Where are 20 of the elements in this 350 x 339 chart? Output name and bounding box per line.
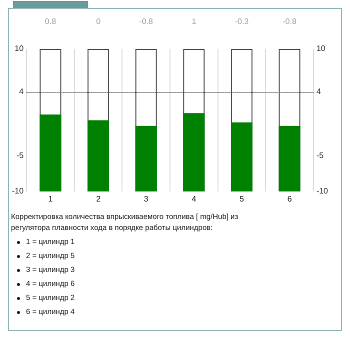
x-tick-label: 1 [48, 194, 54, 204]
y-tick-label: 4 [19, 86, 24, 96]
x-tick-label: 4 [192, 194, 197, 204]
y2-tick-label: -5 [316, 151, 324, 160]
y-tick-label: -10 [12, 186, 24, 196]
y-tick-label: -5 [16, 151, 24, 160]
x-tick-label: 3 [144, 194, 149, 204]
y2-tick-label: -10 [316, 186, 329, 196]
data-label: 0.8 [44, 17, 57, 26]
x-tick-label: 2 [96, 194, 102, 204]
x-tick-label: 5 [239, 194, 244, 204]
x-tick-label: 6 [287, 194, 292, 204]
data-label: 0 [96, 17, 102, 26]
y2-tick-label: 10 [316, 44, 326, 54]
data-label: -0.8 [139, 17, 154, 26]
data-label: -0.3 [234, 17, 250, 26]
data-label: -0.8 [282, 17, 297, 26]
y-tick-label: 10 [14, 44, 24, 54]
data-label: 1 [192, 17, 197, 26]
y2-tick-label: 4 [316, 86, 322, 96]
